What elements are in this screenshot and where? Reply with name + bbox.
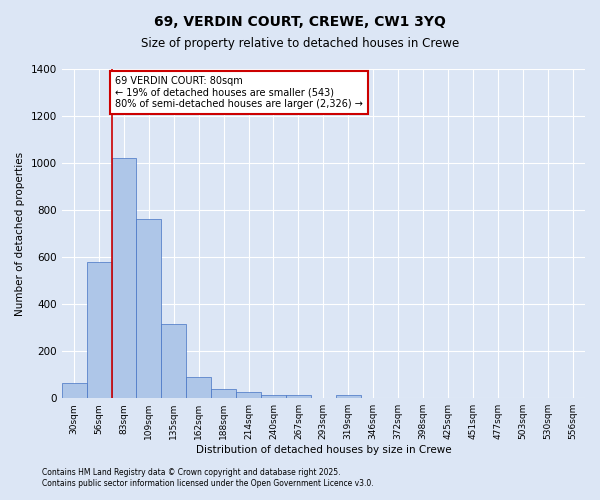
Bar [62,383,86,398]
Bar [236,392,261,398]
Bar [261,394,286,398]
X-axis label: Distribution of detached houses by size in Crewe: Distribution of detached houses by size … [196,445,451,455]
Text: Size of property relative to detached houses in Crewe: Size of property relative to detached ho… [141,38,459,51]
Bar [286,396,311,398]
Text: Contains HM Land Registry data © Crown copyright and database right 2025.
Contai: Contains HM Land Registry data © Crown c… [42,468,374,487]
Text: 69, VERDIN COURT, CREWE, CW1 3YQ: 69, VERDIN COURT, CREWE, CW1 3YQ [154,15,446,29]
Bar [136,220,161,398]
Bar [186,377,211,398]
Bar [86,262,112,398]
Bar [336,394,361,398]
Bar [161,324,186,398]
Bar [112,158,136,398]
Bar [211,389,236,398]
Text: 69 VERDIN COURT: 80sqm
← 19% of detached houses are smaller (543)
80% of semi-de: 69 VERDIN COURT: 80sqm ← 19% of detached… [115,76,363,110]
Y-axis label: Number of detached properties: Number of detached properties [15,152,25,316]
